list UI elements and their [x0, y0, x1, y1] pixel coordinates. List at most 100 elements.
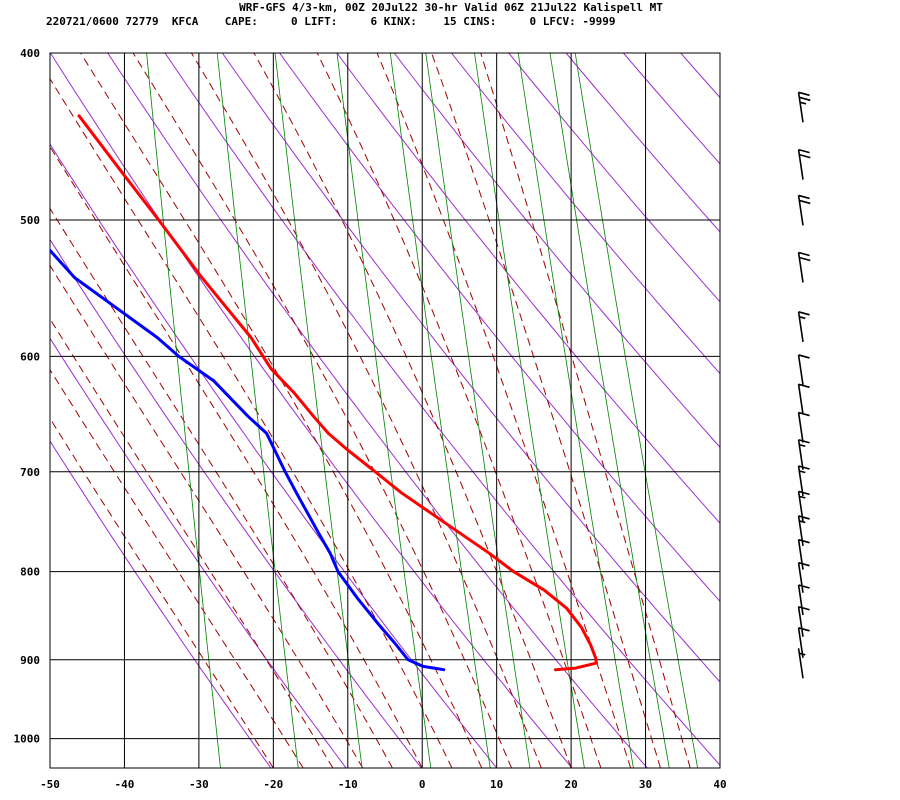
chart-title: WRF-GFS 4/3-km, 00Z 20Jul22 30-hr Valid …: [239, 1, 663, 14]
x-tick-label: -10: [338, 778, 358, 791]
y-tick-label: 800: [20, 566, 40, 579]
moist-adiabat-line: [132, 53, 513, 768]
mixing-ratio-lines: [146, 53, 698, 768]
y-tick-label: 500: [20, 214, 40, 227]
x-tick-label: 40: [713, 778, 726, 791]
wind-barb: [797, 354, 810, 386]
moist-adiabats: [50, 53, 691, 768]
dry-adiabats: [50, 53, 900, 768]
wind-barb-staff: [797, 606, 804, 637]
x-tick-label: 20: [564, 778, 577, 791]
wind-barb-staff: [797, 311, 804, 342]
wind-barb-staff: [797, 562, 804, 593]
y-tick-label: 400: [20, 47, 40, 60]
mixing-ratio-line: [216, 53, 299, 768]
wind-barb-half: [799, 101, 807, 105]
wind-barb: [797, 194, 811, 226]
dry-adiabat-line: [50, 337, 347, 768]
plot-frame: [49, 52, 721, 769]
wind-barb-flag: [798, 251, 810, 257]
mixing-ratio-line: [389, 53, 491, 768]
isotherms: [50, 53, 720, 768]
wind-barb: [797, 91, 811, 123]
dry-adiabat-line: [738, 53, 900, 768]
y-tick-label: 900: [20, 654, 40, 667]
dry-adiabat-line: [565, 53, 720, 233]
wind-barb: [797, 411, 810, 443]
dry-adiabat-line: [164, 53, 720, 766]
dry-adiabat-line: [50, 440, 272, 768]
wind-barb-flag: [798, 465, 810, 470]
mixing-ratio-line: [574, 53, 698, 768]
wind-barb: [797, 383, 810, 415]
x-tick-label: -30: [189, 778, 209, 791]
mixing-ratio-line: [274, 53, 363, 768]
wind-barb-flag: [798, 438, 810, 444]
dry-adiabat-line: [50, 238, 422, 768]
wind-barb: [797, 538, 810, 570]
wind-barb-flag: [798, 383, 810, 389]
x-tick-label: -40: [115, 778, 135, 791]
isobars: [49, 52, 721, 769]
wind-barb-flag: [798, 584, 810, 589]
wind-barb-flag: [798, 91, 810, 97]
wind-barb: [797, 605, 810, 637]
dry-adiabat-line: [795, 53, 900, 768]
dry-adiabat-line: [393, 53, 720, 449]
dry-adiabat-line: [221, 53, 720, 683]
dry-adiabat-line: [107, 53, 648, 768]
moist-adiabat-line: [316, 53, 602, 768]
y-tick-label: 1000: [14, 733, 41, 746]
wind-barb-staff: [797, 539, 804, 570]
dry-adiabat-line: [451, 53, 720, 375]
dry-adiabat-line: [279, 53, 720, 603]
wind-barb-flag: [798, 411, 810, 417]
wind-barb-flag: [799, 96, 811, 102]
wind-barb: [797, 627, 810, 658]
wind-barb: [797, 251, 811, 283]
wind-barb-staff: [797, 354, 804, 386]
x-tick-label: -50: [40, 778, 60, 791]
mixing-ratio-line: [425, 53, 531, 768]
wind-barb: [797, 515, 810, 547]
wind-barb-flag: [799, 256, 811, 262]
x-tick-label: -20: [263, 778, 283, 791]
mixing-ratio-line: [517, 53, 634, 768]
dry-adiabat-line: [508, 53, 720, 303]
wind-barb-flag: [799, 153, 811, 159]
dry-adiabat-line: [680, 53, 720, 99]
dry-adiabat-line: [853, 53, 900, 768]
mixing-ratio-line: [146, 53, 221, 768]
wind-barb-flag: [798, 515, 810, 520]
moist-adiabat-line: [50, 207, 393, 768]
wind-barb-staff: [797, 92, 804, 123]
axis-labels: -50 -40 -30 -20 -10 0 10 20 30 40 400 500 600 700 800 9…: [14, 47, 727, 791]
wind-barb: [797, 438, 810, 470]
wind-barb-half: [799, 520, 806, 524]
wind-barb-flag: [798, 490, 810, 496]
wind-barb-staff: [797, 252, 804, 283]
wind-barb-staff: [797, 412, 804, 443]
wind-barb: [797, 311, 810, 342]
y-tick-label: 600: [20, 350, 40, 363]
moist-adiabat-line: [50, 368, 304, 768]
wind-barb: [797, 465, 810, 497]
wind-barb-flag: [798, 194, 810, 200]
dry-adiabat-line: [50, 143, 498, 768]
y-tick-label: 700: [20, 466, 40, 479]
wind-barb-half: [799, 316, 806, 320]
x-tick-label: 30: [639, 778, 652, 791]
wind-barb-flag: [798, 538, 810, 544]
x-tick-label: 10: [490, 778, 503, 791]
dry-adiabat-line: [50, 53, 573, 768]
dry-adiabat-line: [336, 53, 720, 524]
wind-barb-staff: [797, 439, 804, 470]
moist-adiabat-line: [50, 317, 334, 768]
wind-barb-flag: [798, 311, 810, 316]
wind-barb-flag: [798, 561, 810, 567]
moist-adiabat-line: [50, 417, 274, 768]
wind-barb-half: [799, 443, 806, 448]
wind-barb-staff: [797, 627, 804, 658]
wind-barb-staff: [797, 149, 804, 180]
